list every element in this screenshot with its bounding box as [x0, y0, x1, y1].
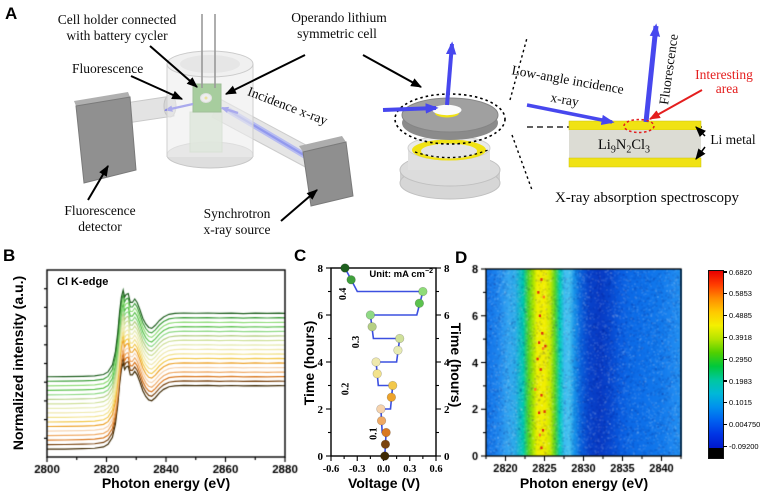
xas-caption: X-ray absorption spectroscopy [555, 190, 740, 206]
c-y-tick-right: 4 [444, 357, 450, 369]
svg-text:area: area [716, 81, 738, 96]
colorbar-tick-label: 0.1015 [723, 398, 752, 407]
apparatus-3d [74, 14, 354, 207]
c-y-tick-left: 2 [318, 404, 324, 416]
time-point-marker [380, 439, 391, 449]
time-point-marker [381, 427, 391, 438]
fluorescence-label-left: Fluorescence [72, 61, 143, 76]
time-point-marker [376, 416, 387, 426]
svg-text:detector: detector [78, 219, 122, 234]
b-y-axis-title: Normalized intensity (a.u.) [10, 275, 26, 451]
svg-text:with battery cycler: with battery cycler [66, 28, 168, 43]
c-y-axis-title-left: Time (hours) [301, 320, 317, 406]
vacuum-chamber [167, 64, 253, 157]
time-point-marker [367, 322, 377, 332]
d-x-axis-title: Photon energy (eV) [519, 475, 649, 491]
time-point-marker [414, 298, 424, 308]
time-point-marker [376, 404, 386, 414]
time-point-marker [340, 263, 350, 273]
label-arrows [87, 45, 422, 222]
formula-label: Li9N2Cl3 [598, 137, 650, 156]
sample-slab [568, 120, 702, 168]
low-angle-xray-arrow [526, 103, 615, 126]
operando-cell-3d [382, 37, 533, 200]
c-y-tick-left: 8 [318, 263, 324, 275]
operando-heatmap [450, 250, 705, 498]
interesting-area-arrow [649, 89, 703, 120]
c-x-axis-title: Voltage (V) [347, 475, 421, 491]
current-density-label: 0.4 [338, 288, 349, 301]
fluorescence-label-right: Fluorescence [656, 33, 681, 106]
operando-cell-label: Operando lithium [291, 10, 387, 25]
c-y-tick-right: 2 [444, 404, 450, 416]
colorbar-gradient [709, 271, 723, 448]
time-point-marker [386, 392, 396, 402]
li-metal-bottom-layer [568, 157, 702, 168]
xanes-spectra-plot [0, 250, 300, 498]
time-point-marker [388, 380, 398, 391]
interesting-area-label: Interesting [695, 67, 753, 82]
fluorescence-detector-box [74, 92, 137, 184]
time-point-marker [380, 451, 390, 461]
colorbar-tick-label: 0.2950 [723, 355, 752, 364]
voltage-time-plot: -0.6 -0.3 0.0 0.3 0.60 02 24 46 68 80.10.20.30.4 [318, 263, 451, 475]
voltage-profile-line [344, 267, 424, 457]
li-metal-top-layer [568, 120, 702, 131]
colorbar-tick-label: 0.004750 [723, 420, 760, 429]
cl-k-edge-annotation: Cl K-edge [57, 276, 109, 288]
time-point-marker [372, 369, 382, 379]
xas-schematic [526, 23, 707, 168]
c-x-tick: 0.6 [429, 464, 442, 475]
current-density-label: 0.2 [341, 383, 352, 396]
current-density-label: 0.1 [369, 427, 380, 440]
svg-text:x-ray source: x-ray source [203, 222, 270, 237]
electrolyte-slab [569, 130, 701, 158]
c-x-tick: 0.0 [377, 464, 390, 475]
c-x-tick: -0.3 [349, 464, 366, 475]
synchrotron-source-box [299, 136, 354, 207]
c-y-tick-left: 6 [318, 310, 324, 322]
colorbar-tick-label: 0.5853 [723, 289, 752, 298]
fluorescence-arrow-right [643, 23, 661, 123]
cell-holder-label: Cell holder connected [58, 12, 177, 27]
c-y-tick-right: 6 [444, 310, 450, 322]
colorbar [708, 270, 724, 459]
time-point-marker [371, 357, 381, 367]
c-x-tick: 0.3 [403, 464, 416, 475]
c-x-tick: -0.6 [323, 464, 340, 475]
time-point-marker [395, 333, 405, 344]
time-point-marker [346, 275, 356, 285]
fluorescence-detector-label: Fluorescence [64, 203, 135, 218]
time-point-marker [418, 286, 428, 297]
colorbar-tick-label: 0.1983 [723, 377, 752, 386]
c-y-tick-right: 0 [444, 451, 450, 463]
b-x-axis-title: Photon energy (eV) [101, 475, 231, 491]
li-metal-label: Li metal [710, 132, 756, 147]
svg-text:symmetric cell: symmetric cell [297, 26, 377, 41]
dotted-ellipse [394, 93, 506, 145]
c-y-tick-left: 0 [318, 451, 324, 463]
colorbar-tick-label: -0.09200 [723, 442, 759, 451]
synchrotron-label: Synchrotron [204, 206, 271, 221]
panel-a-schematic: Cell holder connected with battery cycle… [58, 10, 756, 237]
time-point-marker [393, 345, 403, 355]
time-point-marker [365, 310, 375, 320]
interesting-area-ellipse [623, 118, 655, 134]
unit-annotation: Unit: mA cm−2 [369, 268, 433, 281]
svg-text:x-ray: x-ray [549, 90, 580, 110]
fluorescence-arrow-mid [445, 41, 457, 106]
c-y-tick-right: 8 [444, 263, 450, 275]
colorbar-tick-label: 0.6820 [723, 268, 752, 277]
colorbar-under-range [709, 448, 723, 458]
c-y-tick-left: 4 [318, 357, 324, 369]
panel-a-letter: A [5, 4, 18, 23]
colorbar-tick-label: 0.3918 [723, 333, 752, 342]
incidence-arrow-mid [382, 103, 439, 114]
colorbar-tick-label: 0.4885 [723, 311, 752, 320]
current-density-label: 0.3 [351, 336, 362, 349]
